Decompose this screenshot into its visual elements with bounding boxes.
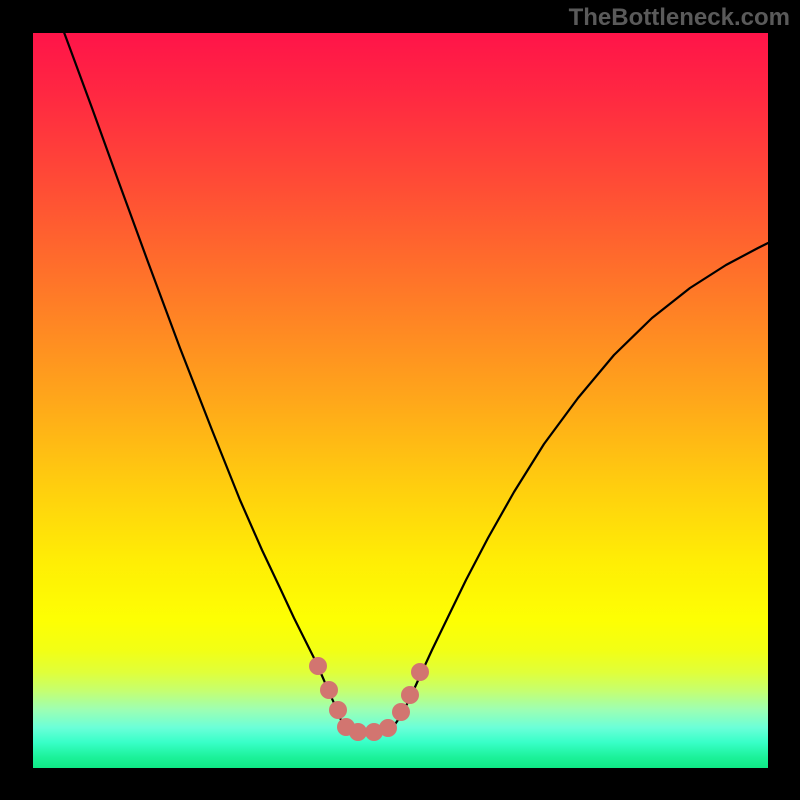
bottleneck-curve [52,33,768,733]
chart-container: TheBottleneck.com [0,0,800,800]
watermark-text: TheBottleneck.com [569,4,790,32]
data-marker [411,663,429,681]
data-marker [401,686,419,704]
marker-group [309,657,429,741]
data-marker [320,681,338,699]
data-marker [309,657,327,675]
plot-area [33,33,768,768]
data-marker [349,723,367,741]
curve-layer [33,33,768,768]
data-marker [379,719,397,737]
data-marker [392,703,410,721]
data-marker [329,701,347,719]
